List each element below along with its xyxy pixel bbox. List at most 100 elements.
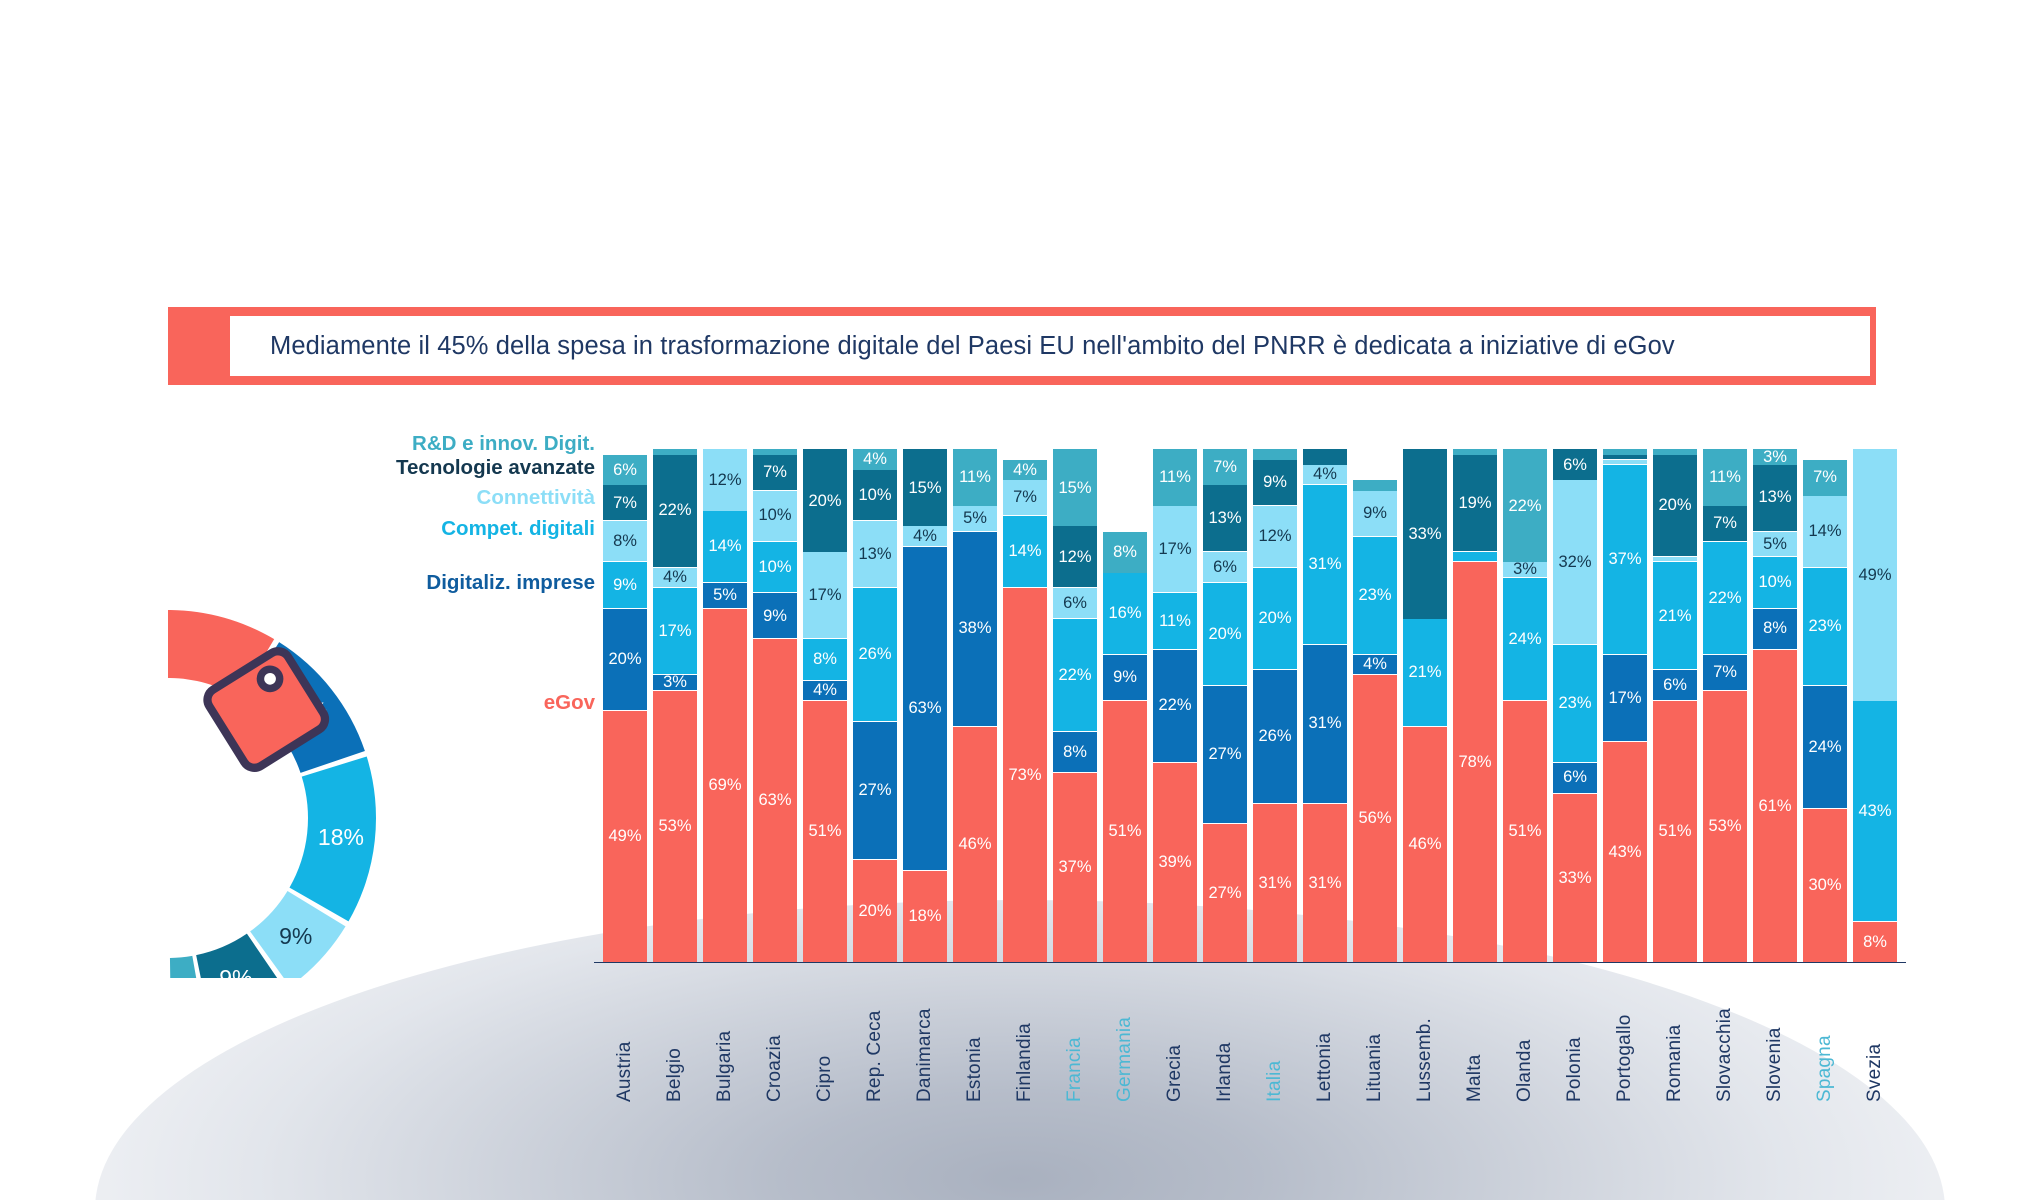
bar-column[interactable]: 7% 14% 23% 24% 30% — [1800, 434, 1850, 963]
bar-segment[interactable]: 7% — [1003, 480, 1047, 517]
bar-segment[interactable]: 33% — [1403, 449, 1447, 619]
bar-segment[interactable]: 20% — [803, 449, 847, 553]
stacked-bar[interactable]: 20% 21% 6% 51% — [1653, 449, 1697, 963]
bar-column[interactable]: 9% 12% 20% 26% 31% — [1250, 434, 1300, 963]
bar-segment[interactable]: 11% — [953, 449, 997, 506]
bar-segment[interactable]: 6% — [603, 454, 647, 486]
bar-segment[interactable]: 24% — [1803, 685, 1847, 809]
bar-segment[interactable]: 63% — [753, 639, 797, 963]
stacked-bar[interactable]: 11% 7% 22% 7% 53% — [1703, 449, 1747, 963]
bar-segment[interactable]: 20% — [1253, 567, 1297, 671]
bar-segment[interactable]: 7% — [1703, 505, 1747, 542]
stacked-bar[interactable]: 3% 13% 5% 10% 8% 61% — [1753, 449, 1797, 963]
bar-segment[interactable]: 73% — [1003, 588, 1047, 963]
stacked-bar[interactable]: 7% 13% 6% 20% 27% 27% — [1203, 449, 1247, 963]
bar-segment[interactable]: 49% — [603, 711, 647, 963]
bar-segment[interactable]: 9% — [1253, 459, 1297, 506]
bar-segment[interactable]: 22% — [1503, 449, 1547, 563]
bar-segment[interactable]: 11% — [1153, 593, 1197, 650]
bar-segment[interactable]: 69% — [703, 608, 747, 963]
bar-segment[interactable]: 4% — [1003, 459, 1047, 481]
bar-segment[interactable]: 9% — [1353, 490, 1397, 537]
bar-column[interactable]: 49% 43% 8% — [1850, 434, 1900, 963]
bar-segment[interactable]: 39% — [1153, 762, 1197, 963]
stacked-bar[interactable]: 6% 32% 23% 6% 33% — [1553, 449, 1597, 963]
bar-segment[interactable]: 30% — [1803, 808, 1847, 963]
bar-segment[interactable] — [753, 449, 797, 455]
bar-segment[interactable]: 16% — [1103, 572, 1147, 655]
bar-segment[interactable]: 10% — [753, 541, 797, 594]
bar-column[interactable]: 6% 32% 23% 6% 33% — [1550, 434, 1600, 963]
bar-segment[interactable]: 13% — [1753, 464, 1797, 532]
stacked-bar[interactable]: 49% 43% 8% — [1853, 449, 1897, 963]
bar-segment[interactable]: 32% — [1553, 480, 1597, 645]
bar-segment[interactable] — [1603, 454, 1647, 460]
bar-segment[interactable]: 20% — [853, 860, 897, 963]
bar-column[interactable]: 8% 16% 9% 51% — [1100, 434, 1150, 963]
bar-segment[interactable]: 4% — [903, 526, 947, 547]
bar-column[interactable]: 37% 17% 43% — [1600, 434, 1650, 963]
bar-segment[interactable]: 27% — [1203, 685, 1247, 825]
bar-column[interactable]: 20% 17% 8% 4% 51% — [800, 434, 850, 963]
bar-column[interactable]: 6% 7% 8% 9% 20% 49% — [600, 434, 650, 963]
bar-column[interactable]: 12% 14% 5% 69% — [700, 434, 750, 963]
bar-segment[interactable]: 22% — [1703, 541, 1747, 655]
bar-column[interactable]: 3% 13% 5% 10% 8% 61% — [1750, 434, 1800, 963]
bar-segment[interactable] — [1453, 552, 1497, 563]
bar-segment[interactable]: 78% — [1453, 562, 1497, 963]
bar-segment[interactable]: 18% — [903, 870, 947, 963]
bar-segment[interactable]: 13% — [853, 521, 897, 589]
bar-segment[interactable]: 43% — [1603, 742, 1647, 963]
bar-segment[interactable]: 12% — [703, 449, 747, 512]
bar-segment[interactable]: 51% — [1503, 701, 1547, 963]
bar-segment[interactable]: 17% — [1153, 505, 1197, 594]
bar-segment[interactable] — [1353, 480, 1397, 491]
bar-column[interactable]: 11% 7% 22% 7% 53% — [1700, 434, 1750, 963]
bar-segment[interactable] — [1653, 449, 1697, 455]
bar-segment[interactable]: 51% — [1653, 701, 1697, 963]
bar-column[interactable]: 11% 5% 38% 46% — [950, 434, 1000, 963]
bar-segment[interactable]: 51% — [803, 701, 847, 963]
bar-segment[interactable]: 23% — [1803, 567, 1847, 686]
bar-segment[interactable]: 17% — [1603, 654, 1647, 743]
stacked-bar[interactable]: 11% 5% 38% 46% — [953, 449, 997, 963]
bar-segment[interactable]: 20% — [1203, 582, 1247, 686]
bar-segment[interactable]: 49% — [1853, 449, 1897, 702]
bar-segment[interactable]: 38% — [953, 531, 997, 727]
bar-segment[interactable]: 8% — [1103, 531, 1147, 573]
bar-segment[interactable]: 53% — [653, 690, 697, 963]
bar-segment[interactable]: 31% — [1303, 485, 1347, 645]
bar-segment[interactable]: 10% — [753, 490, 797, 542]
stacked-bar[interactable]: 20% 17% 8% 4% 51% — [803, 449, 847, 963]
bar-segment[interactable]: 15% — [1053, 449, 1097, 527]
stacked-bar[interactable]: 33% 21% 46% — [1403, 449, 1447, 963]
bar-segment[interactable]: 3% — [653, 675, 697, 691]
bar-column[interactable]: 7% 10% 10% 9% 63% — [750, 434, 800, 963]
bar-segment[interactable]: 6% — [1553, 449, 1597, 481]
bar-segment[interactable]: 11% — [1703, 449, 1747, 506]
bar-segment[interactable] — [1453, 449, 1497, 455]
bar-column[interactable]: 4% 31% 31% 31% — [1300, 434, 1350, 963]
bar-segment[interactable]: 11% — [1153, 449, 1197, 506]
bar-segment[interactable]: 8% — [1853, 921, 1897, 963]
bar-segment[interactable]: 8% — [803, 639, 847, 681]
bar-segment[interactable]: 8% — [603, 521, 647, 563]
bar-segment[interactable]: 6% — [1653, 670, 1697, 702]
bar-segment[interactable]: 5% — [1753, 531, 1797, 558]
stacked-bar[interactable]: 12% 14% 5% 69% — [703, 449, 747, 963]
bar-segment[interactable]: 46% — [1403, 726, 1447, 963]
bar-segment[interactable]: 21% — [1403, 618, 1447, 727]
bar-segment[interactable]: 6% — [1553, 762, 1597, 794]
stacked-bar[interactable]: 6% 7% 8% 9% 20% 49% — [603, 454, 647, 963]
bar-segment[interactable]: 23% — [1553, 644, 1597, 763]
bar-column[interactable]: 4% 7% 14% 73% — [1000, 434, 1050, 963]
bar-segment[interactable]: 51% — [1103, 701, 1147, 963]
bar-segment[interactable]: 9% — [1103, 654, 1147, 702]
bar-segment[interactable]: 31% — [1253, 803, 1297, 963]
bar-segment[interactable]: 31% — [1303, 803, 1347, 963]
bar-segment[interactable]: 46% — [953, 726, 997, 963]
bar-segment[interactable]: 61% — [1753, 649, 1797, 963]
bar-segment[interactable]: 4% — [853, 449, 897, 470]
bar-segment[interactable]: 7% — [1203, 449, 1247, 486]
stacked-bar[interactable]: 15% 4% 63% 18% — [903, 449, 947, 963]
